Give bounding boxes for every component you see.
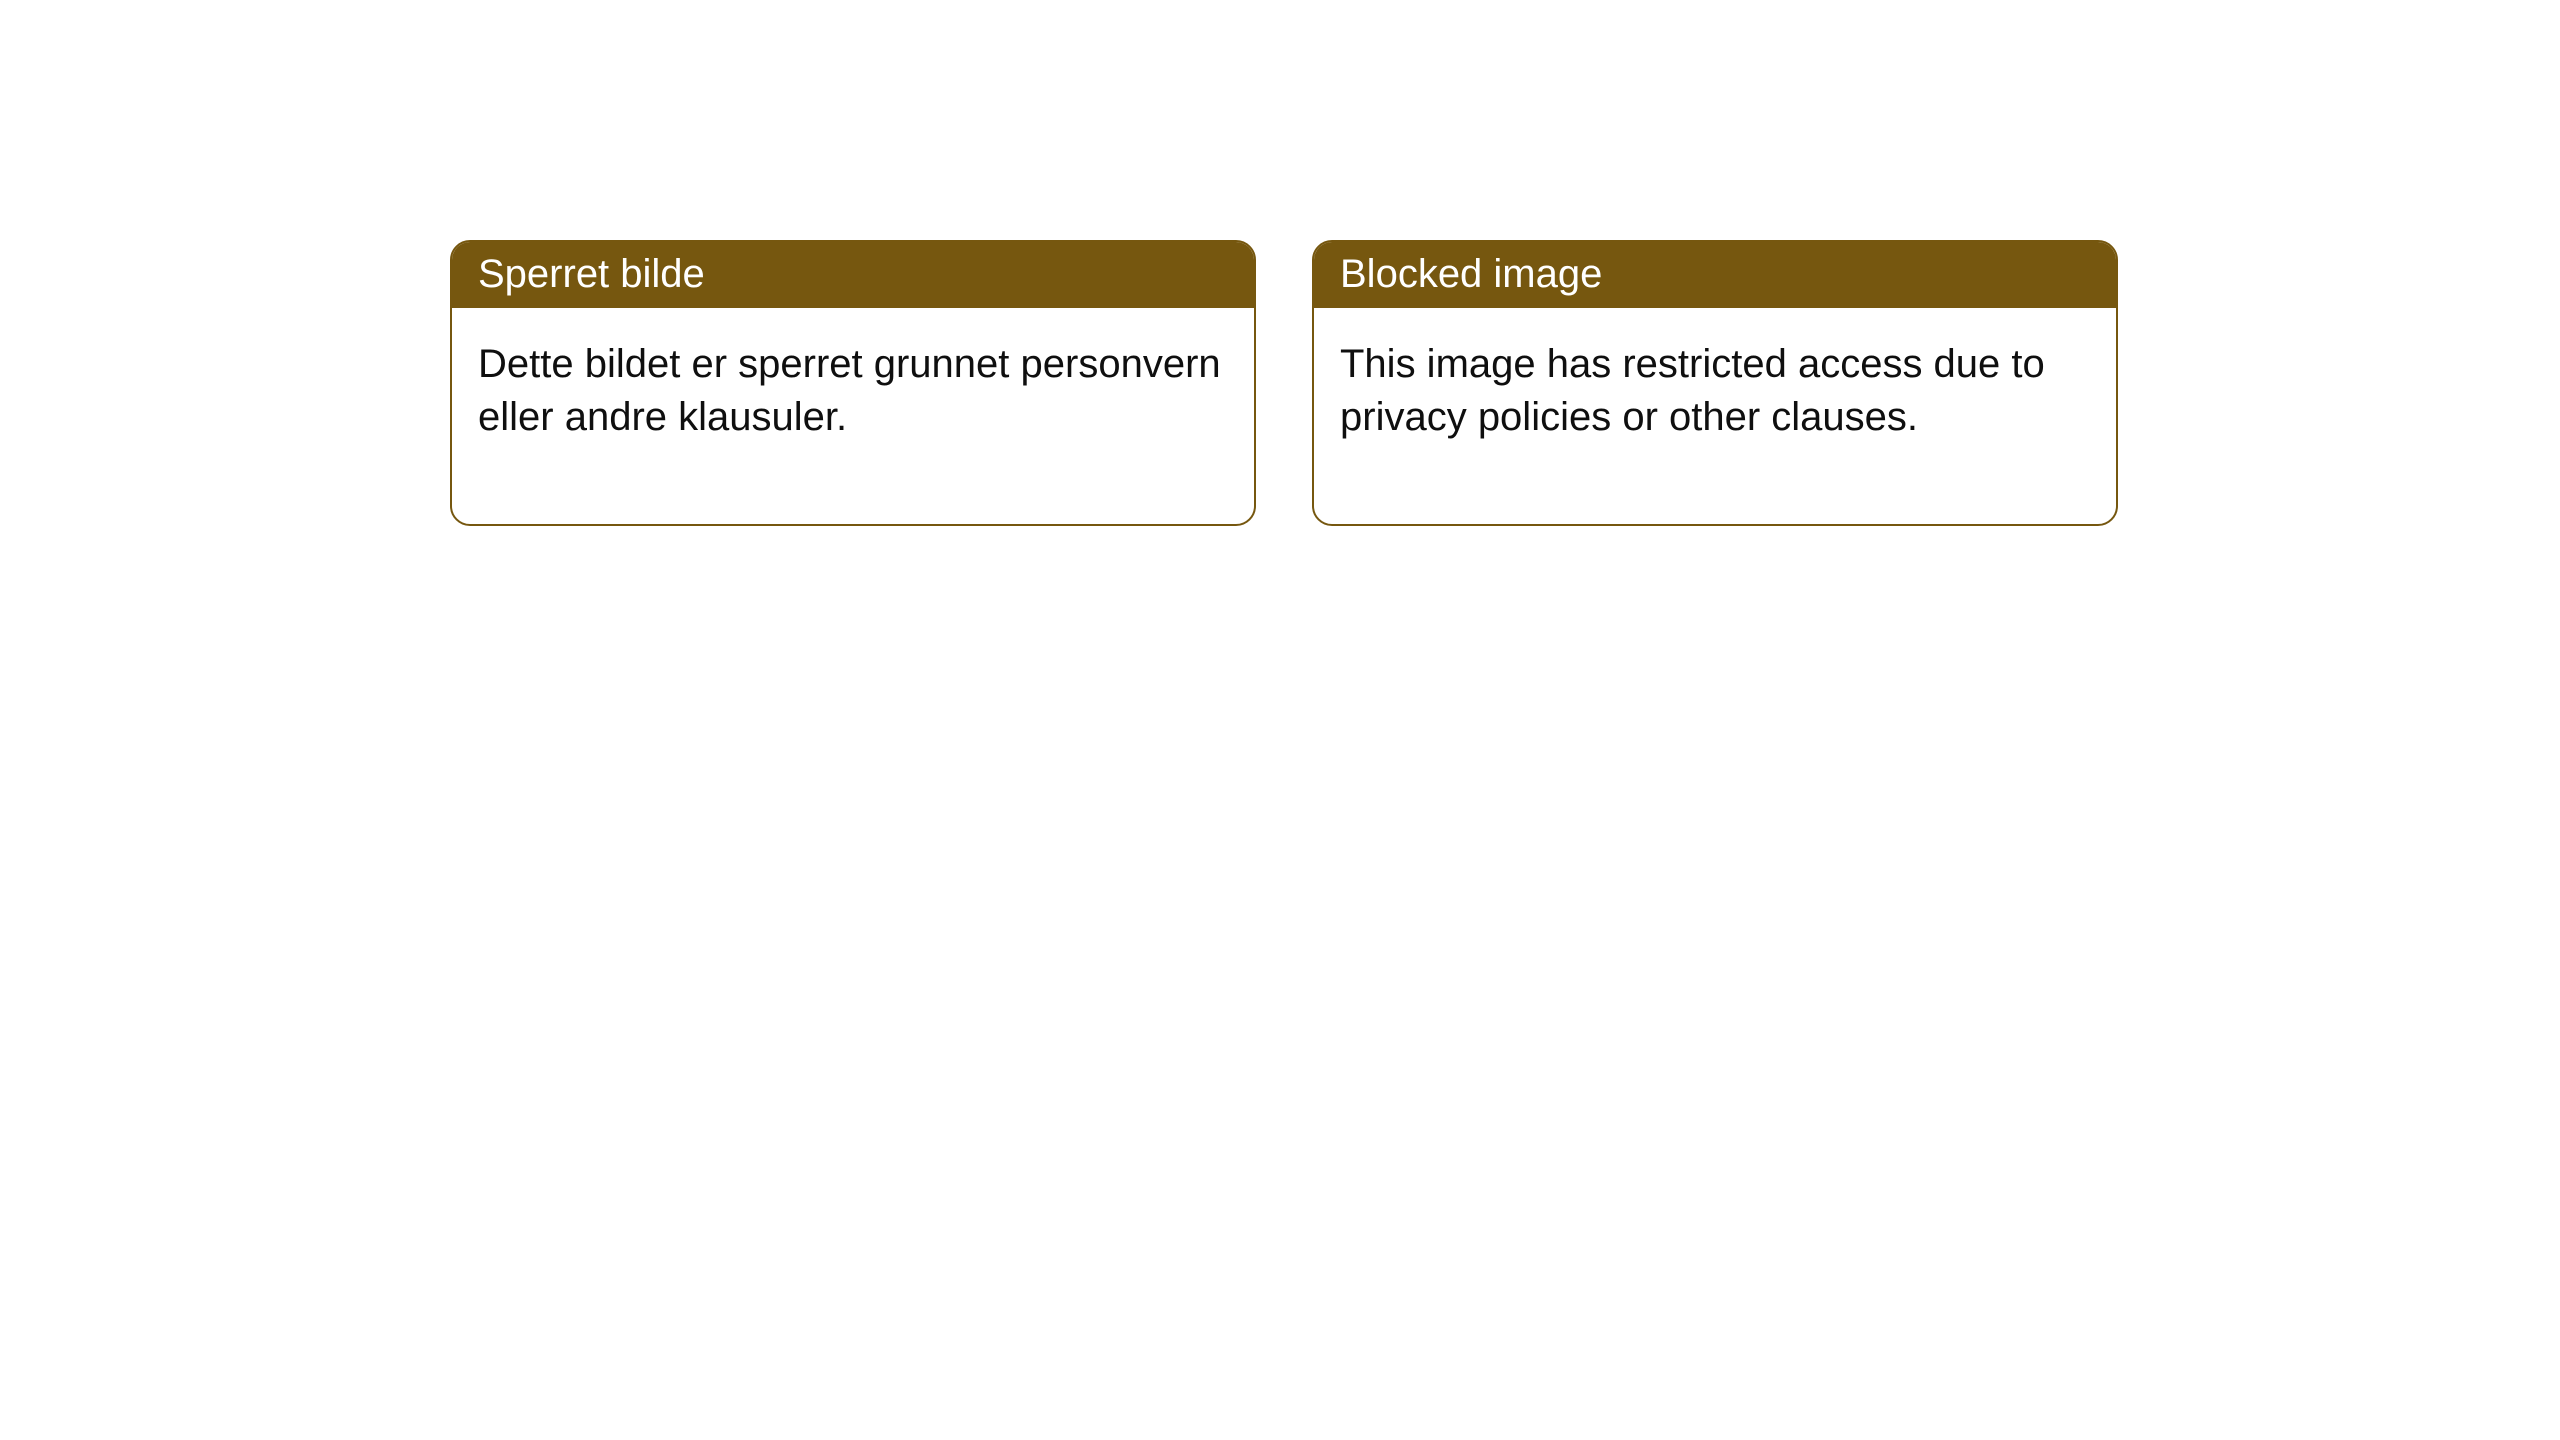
blocked-image-card-en: Blocked image This image has restricted … [1312,240,2118,526]
card-body-no: Dette bildet er sperret grunnet personve… [452,308,1254,524]
card-header-no: Sperret bilde [452,242,1254,308]
card-body-en: This image has restricted access due to … [1314,308,2116,524]
blocked-image-card-no: Sperret bilde Dette bildet er sperret gr… [450,240,1256,526]
card-header-en: Blocked image [1314,242,2116,308]
notice-container: Sperret bilde Dette bildet er sperret gr… [450,240,2118,526]
